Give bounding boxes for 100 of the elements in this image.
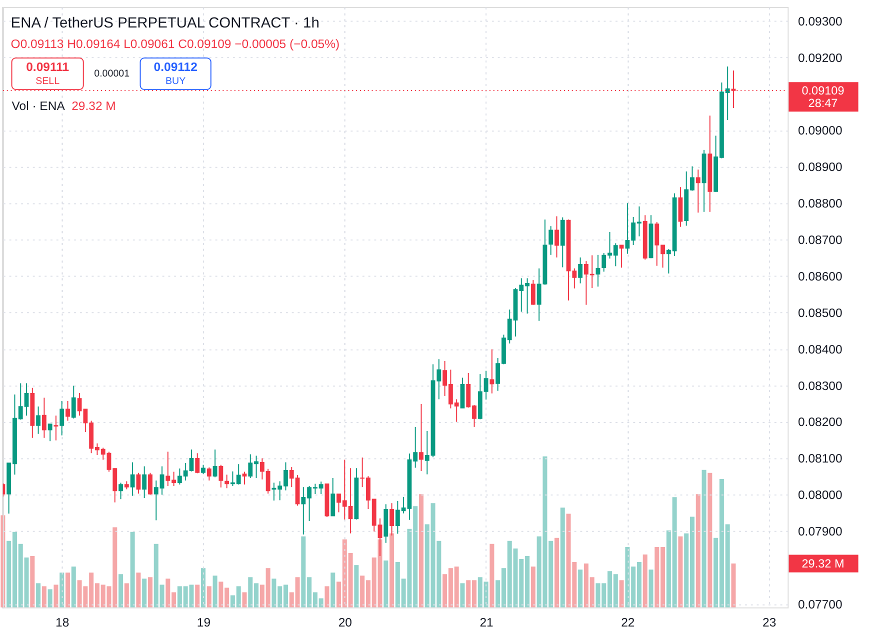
bar	[648, 570, 654, 608]
y-tick-label: 0.08600	[798, 269, 842, 284]
bar	[130, 532, 135, 608]
candlestick	[490, 348, 494, 394]
bar	[118, 574, 124, 608]
y-tick-label: 0.08800	[798, 196, 842, 211]
annotation: 0.09112	[154, 60, 198, 74]
candlestick	[578, 256, 583, 284]
bar	[206, 586, 212, 608]
candlestick	[678, 186, 683, 228]
x-tick-label: 19	[196, 615, 211, 630]
bar	[54, 584, 58, 608]
y-tick-label: 0.08100	[798, 452, 842, 466]
y-tick-label: 0.08700	[798, 233, 842, 247]
annotation: 29.32 M	[72, 99, 116, 114]
candlestick	[530, 280, 536, 306]
y-tick-label: 0.08200	[798, 415, 842, 430]
candlestick	[130, 462, 135, 496]
bar	[390, 533, 394, 608]
text: 29.32 M	[802, 557, 844, 570]
bar	[384, 560, 388, 608]
candlestick	[118, 482, 123, 500]
candlestick	[330, 477, 336, 516]
candlestick	[554, 216, 559, 258]
x-tick-label: 21	[480, 615, 494, 630]
annotation: 0.09111	[26, 60, 70, 74]
text: 28:47	[808, 97, 838, 110]
bar	[324, 586, 330, 608]
x-tick-label: 18	[56, 615, 70, 630]
bar	[702, 470, 706, 608]
candlestick	[224, 474, 230, 489]
bar	[354, 565, 359, 608]
bar	[124, 583, 129, 608]
bar	[48, 589, 52, 608]
y-tick-label: 0.09000	[798, 124, 842, 138]
candlestick	[696, 169, 700, 214]
bar	[330, 572, 336, 608]
y-tick-label: 0.09300	[798, 14, 842, 28]
bar	[148, 577, 152, 608]
bar	[71, 566, 76, 608]
candlestick	[460, 377, 465, 408]
candlestick	[206, 466, 212, 482]
candlestick	[419, 403, 424, 472]
annotation: 0.00001	[94, 68, 130, 80]
candlestick	[42, 397, 46, 438]
bar	[66, 572, 70, 608]
x-tick-label: 23	[762, 615, 776, 630]
bar	[142, 578, 147, 608]
y-tick-label: 0.07700	[798, 597, 842, 612]
candlestick	[36, 406, 40, 434]
y-tick-label: 0.08300	[798, 378, 842, 393]
bar	[619, 580, 624, 608]
x-tick-label: 22	[621, 615, 635, 630]
bar	[195, 584, 200, 608]
annotation: BUY	[166, 76, 186, 88]
bar	[201, 568, 206, 608]
x-tick-label: 20	[338, 615, 352, 630]
candlestick	[212, 449, 218, 478]
bar	[678, 536, 683, 608]
bar	[418, 494, 424, 608]
bar	[530, 566, 536, 608]
bar	[42, 586, 46, 608]
y-tick-label: 0.08900	[798, 160, 842, 174]
annotation: Vol · ENA	[12, 99, 66, 114]
bar	[60, 572, 64, 608]
annotation: SELL	[36, 76, 60, 88]
annotation: O0.09113 H0.09164 L0.09061 C0.09109 −0.00005 (−0.05%)	[10, 37, 340, 52]
candlestick	[548, 226, 554, 256]
bar	[578, 570, 583, 608]
bar	[212, 576, 218, 608]
candlestick	[71, 385, 76, 420]
bar	[696, 494, 700, 608]
candlestick	[136, 472, 141, 494]
y-tick-label: 0.08400	[798, 342, 842, 356]
candlestick	[48, 424, 52, 442]
candlestick	[201, 464, 206, 474]
bar	[642, 554, 648, 608]
bar	[242, 592, 247, 608]
y-tick-label: 0.08000	[798, 488, 842, 502]
candlestick	[60, 400, 64, 436]
bar	[560, 508, 565, 608]
candlestick	[242, 471, 247, 486]
candlestick	[195, 452, 200, 474]
y-tick-label: 0.08500	[798, 306, 842, 320]
bar	[554, 538, 559, 608]
candlestick	[596, 254, 600, 288]
bar	[136, 572, 141, 608]
bar	[30, 556, 35, 608]
candlestick	[66, 400, 70, 422]
bar	[708, 472, 712, 608]
candlestick	[142, 466, 147, 499]
bar	[490, 544, 494, 608]
bar	[460, 583, 465, 608]
bar	[36, 583, 41, 608]
y-tick-label: 0.07900	[798, 524, 842, 539]
candlestick	[619, 244, 624, 268]
candlestick	[148, 472, 152, 496]
bar	[731, 564, 736, 608]
candlestick	[54, 415, 58, 441]
y-tick-label: 0.09200	[798, 50, 842, 65]
